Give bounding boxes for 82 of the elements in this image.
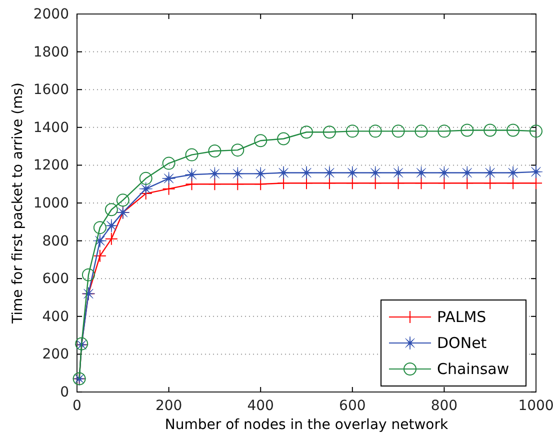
point xyxy=(276,166,290,180)
point xyxy=(230,166,244,180)
x-tick-label: 800 xyxy=(430,398,458,414)
point xyxy=(93,221,106,234)
point xyxy=(368,166,382,180)
point xyxy=(414,176,428,190)
point xyxy=(392,176,405,190)
point xyxy=(346,166,360,180)
point xyxy=(231,178,244,191)
point xyxy=(460,166,474,180)
point xyxy=(139,182,153,196)
point xyxy=(104,232,118,246)
legend-label: DONet xyxy=(437,334,487,352)
legend-label: PALMS xyxy=(437,308,486,326)
y-tick-label: 0 xyxy=(60,384,69,400)
y-tick-label: 1400 xyxy=(33,120,69,136)
point xyxy=(438,124,451,138)
point xyxy=(437,166,451,180)
legend-label: Chainsaw xyxy=(437,360,510,378)
point xyxy=(368,124,382,138)
point xyxy=(322,166,336,180)
point xyxy=(414,124,428,138)
point xyxy=(460,124,474,137)
x-axis-title: Number of nodes in the overlay network xyxy=(164,417,450,433)
y-tick-label: 1200 xyxy=(33,158,69,174)
point xyxy=(484,176,497,190)
point xyxy=(162,156,176,170)
point xyxy=(300,166,314,180)
point xyxy=(208,166,222,180)
point xyxy=(506,176,520,190)
point xyxy=(392,166,406,180)
y-tick-label: 1800 xyxy=(33,44,69,60)
point xyxy=(322,176,336,190)
point xyxy=(208,178,222,191)
point xyxy=(322,126,336,139)
y-tick-label: 800 xyxy=(42,233,69,250)
point xyxy=(484,124,497,137)
point xyxy=(254,178,268,191)
point xyxy=(104,203,118,216)
point xyxy=(254,166,268,180)
y-tick-label: 200 xyxy=(42,346,69,363)
point xyxy=(139,172,152,185)
point xyxy=(460,176,474,190)
point xyxy=(506,124,520,137)
x-tick-label: 400 xyxy=(247,398,274,414)
point xyxy=(104,218,118,232)
point xyxy=(208,144,222,158)
point xyxy=(529,165,543,179)
point xyxy=(93,234,107,248)
y-tick-label: 2000 xyxy=(33,6,69,22)
x-tick-label: 200 xyxy=(155,398,182,414)
point xyxy=(185,168,198,182)
point xyxy=(185,148,198,162)
point xyxy=(392,124,405,138)
point xyxy=(346,176,359,190)
point xyxy=(162,172,176,186)
point xyxy=(438,176,451,190)
point xyxy=(483,166,497,180)
point xyxy=(368,176,382,190)
point xyxy=(277,176,290,190)
point xyxy=(231,144,244,157)
point xyxy=(116,194,130,207)
x-tick-label: 600 xyxy=(339,398,366,414)
point xyxy=(530,124,542,138)
y-tick-label: 1600 xyxy=(33,82,69,98)
point xyxy=(82,268,95,282)
point xyxy=(346,124,359,138)
point xyxy=(506,166,520,180)
point xyxy=(530,176,542,190)
y-tick-label: 400 xyxy=(42,308,69,325)
y-tick-label: 1000 xyxy=(33,195,69,212)
x-tick-label: 0 xyxy=(72,398,82,414)
point xyxy=(414,166,428,180)
point xyxy=(254,134,268,148)
point xyxy=(185,178,198,191)
x-tick-label: 1000 xyxy=(518,398,553,414)
point xyxy=(277,132,290,146)
point xyxy=(300,126,313,139)
point xyxy=(93,249,106,262)
y-tick-label: 600 xyxy=(42,271,69,288)
y-axis-title: Time for first packet to arrive (ms) xyxy=(10,82,26,324)
point xyxy=(162,182,176,196)
